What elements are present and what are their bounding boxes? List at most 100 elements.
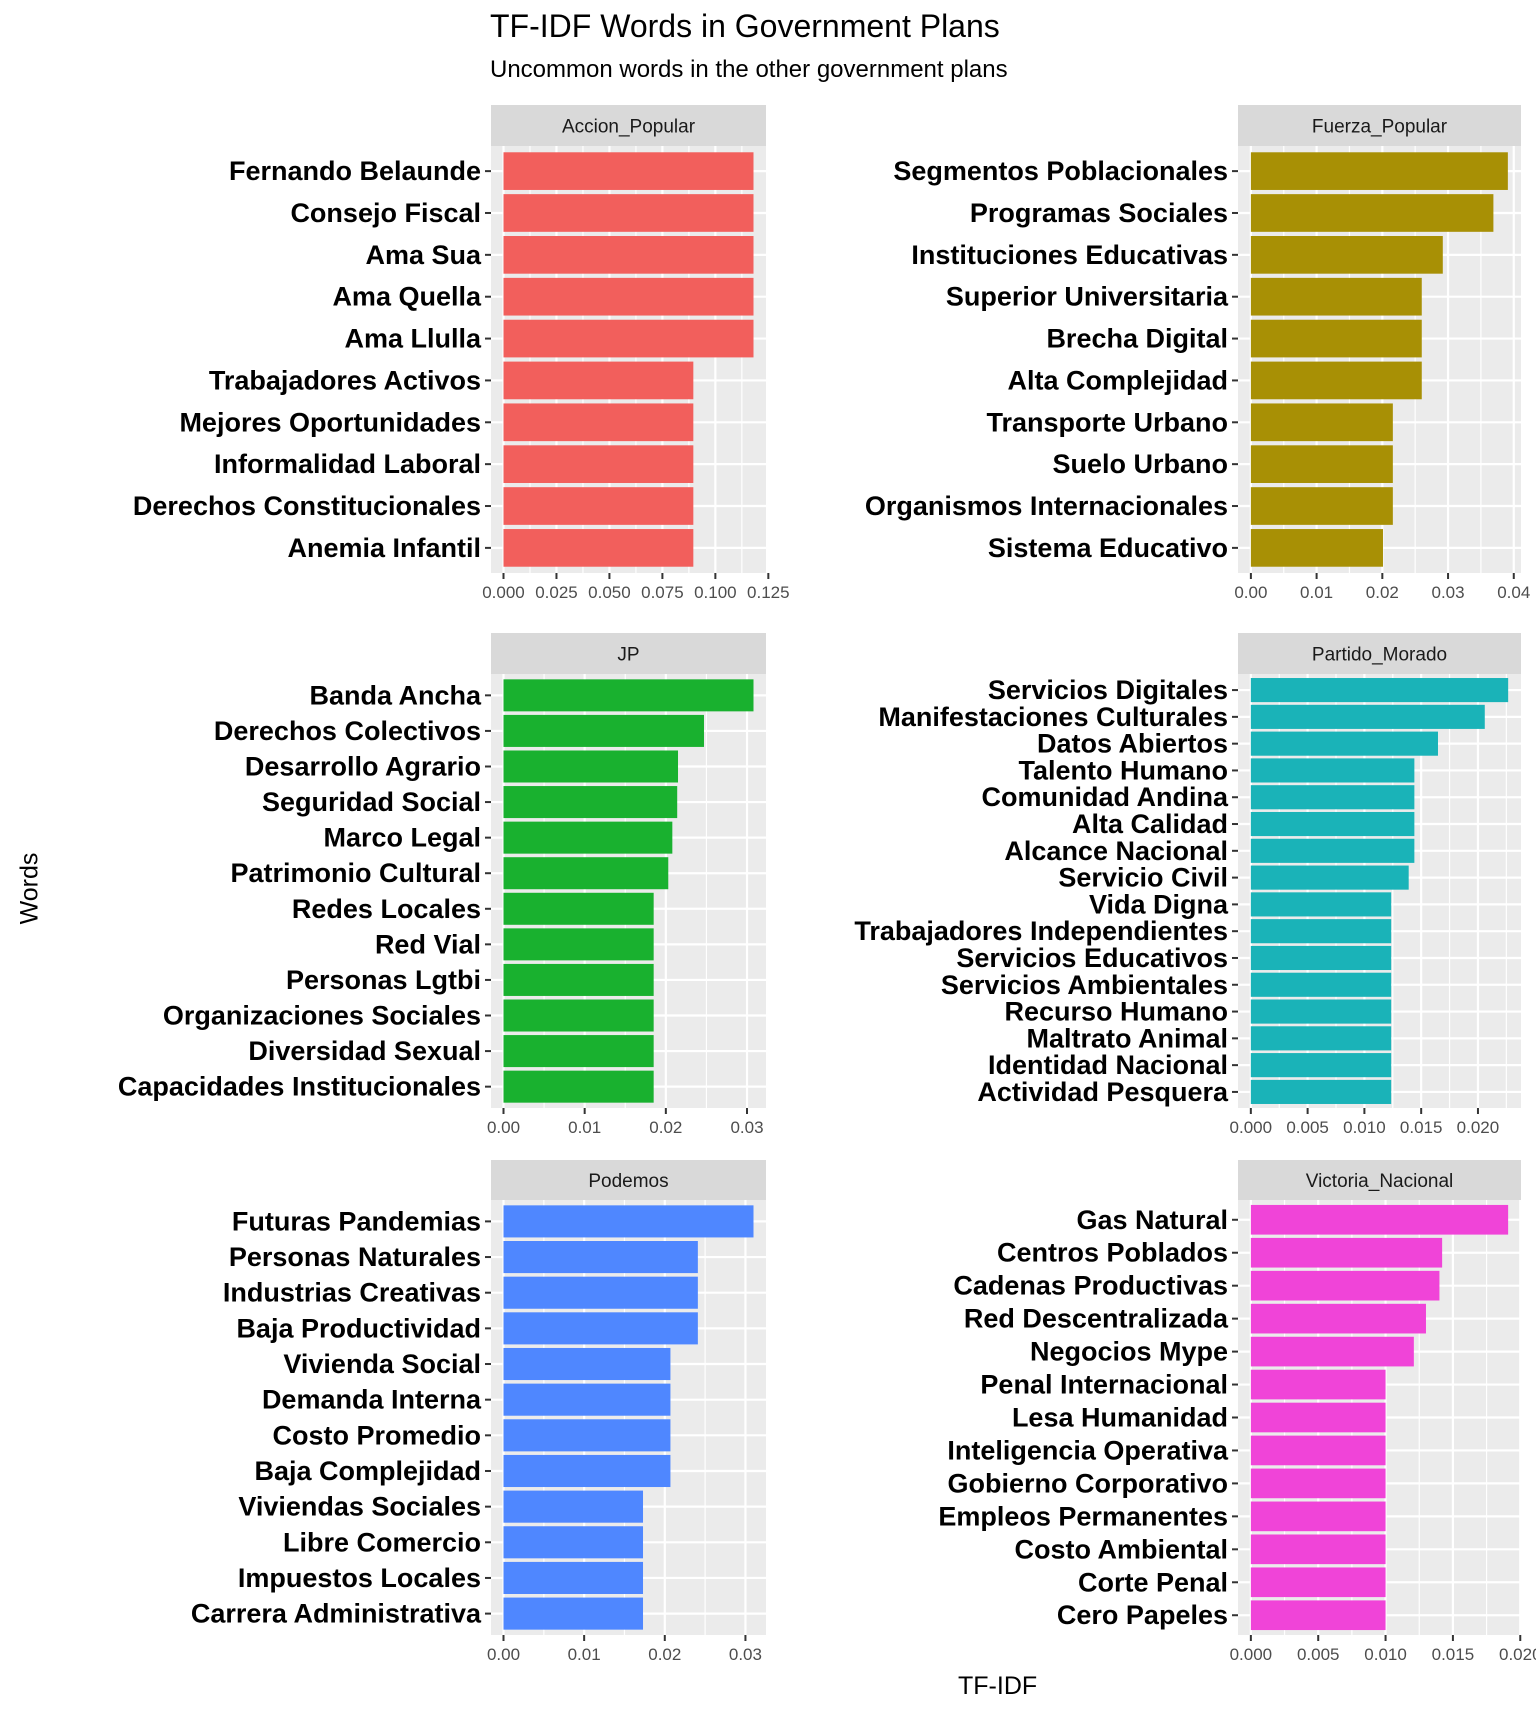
y-tick-label: Derechos Constitucionales <box>133 491 481 521</box>
y-tick-label: Banda Ancha <box>309 680 482 710</box>
y-tick-label: Cadenas Productivas <box>953 1271 1228 1301</box>
bar <box>1250 1402 1386 1433</box>
y-tick-label: Ama Sua <box>365 240 482 270</box>
chart-subtitle: Uncommon words in the other government p… <box>490 56 1008 83</box>
bar <box>503 821 673 854</box>
facet-panel-podemos: Podemos 0.00 0.01 0.02 0.03 Futuras Pandemias… <box>191 1160 766 1664</box>
bar <box>1250 704 1485 729</box>
bar <box>503 750 679 783</box>
bar <box>503 1205 754 1238</box>
bar <box>503 277 754 316</box>
bar <box>1250 1534 1386 1565</box>
bar <box>1250 1468 1386 1499</box>
bar <box>1250 319 1422 358</box>
x-axis-title: TF-IDF <box>958 1672 1038 1700</box>
bar <box>503 1276 698 1309</box>
bar <box>1250 236 1443 274</box>
y-tick-label: Libre Comercio <box>283 1527 481 1557</box>
facet-strip-label: Podemos <box>588 1171 668 1192</box>
facet-strip <box>1238 1160 1521 1200</box>
y-tick-label: Fernando Belaunde <box>229 156 481 186</box>
y-tick-label: Ama Llulla <box>344 324 482 354</box>
y-tick-label: Lesa Humanidad <box>1012 1403 1228 1433</box>
bar <box>503 1419 671 1452</box>
y-tick-label: Futuras Pandemias <box>232 1206 481 1236</box>
bar <box>503 529 694 567</box>
bar <box>1250 972 1392 997</box>
x-tick-label: 0.000 <box>1230 1645 1273 1664</box>
bar <box>1250 785 1415 810</box>
y-tick-label: Cero Papeles <box>1057 1600 1228 1630</box>
chart-title: TF-IDF Words in Government Plans <box>490 8 1000 44</box>
x-tick-label: 0.000 <box>1230 1118 1273 1137</box>
y-tick-label: Suelo Urbano <box>1052 449 1228 479</box>
bar <box>1250 1079 1392 1104</box>
facet-panel-partido_morado: Partido_Morado 0.000 0.005 0.010 0.015 0.020 S… <box>854 633 1521 1137</box>
y-tick-label: Desarrollo Agrario <box>245 751 481 781</box>
bar <box>1250 277 1422 316</box>
y-tick-label: Carrera Administrativa <box>191 1599 482 1629</box>
bar <box>1250 838 1415 863</box>
bar <box>503 1035 654 1068</box>
y-tick-label: Seguridad Social <box>262 787 481 817</box>
x-tick-label: 0.025 <box>535 583 578 602</box>
bar <box>1250 945 1392 971</box>
y-tick-label: Servicios Ambientales <box>941 970 1228 1000</box>
y-tick-label: Consejo Fiscal <box>290 198 481 228</box>
y-tick-label: Gas Natural <box>1076 1205 1228 1235</box>
bar <box>1250 1204 1509 1235</box>
facet-panel-jp: JP 0.00 0.01 0.02 0.03 Banda Ancha Derechos Co… <box>118 633 766 1137</box>
bar <box>503 194 754 232</box>
y-tick-label: Comunidad Andina <box>982 782 1229 812</box>
bar <box>1250 529 1383 567</box>
bar <box>503 1490 644 1523</box>
facet-strip <box>1238 105 1521 146</box>
x-tick-label: 0.03 <box>730 1118 763 1137</box>
x-tick-label: 0.01 <box>568 1645 601 1664</box>
bar <box>503 1454 671 1488</box>
y-tick-label: Vida Digna <box>1089 889 1229 919</box>
bar <box>1250 919 1392 944</box>
y-tick-label: Red Descentralizada <box>964 1304 1229 1334</box>
bar <box>503 714 704 747</box>
x-tick-label: 0.100 <box>694 583 737 602</box>
facet-strip <box>491 633 766 674</box>
x-tick-label: 0.03 <box>729 1645 762 1664</box>
bar <box>503 1526 644 1559</box>
bar <box>1250 1026 1392 1051</box>
y-tick-label: Servicio Civil <box>1058 863 1228 893</box>
bar <box>503 152 754 190</box>
x-tick-label: 0.010 <box>1343 1118 1386 1137</box>
y-tick-label: Corte Penal <box>1078 1567 1228 1597</box>
bar <box>503 1561 644 1594</box>
x-tick-label: 0.005 <box>1297 1645 1340 1664</box>
x-tick-label: 0.000 <box>482 583 525 602</box>
facet-strip-label: Fuerza_Popular <box>1312 117 1448 138</box>
bar <box>1250 487 1393 525</box>
y-tick-label: Derechos Colectivos <box>214 716 481 746</box>
y-tick-label: Baja Complejidad <box>254 1456 481 1486</box>
y-tick-label: Actividad Pesquera <box>977 1077 1229 1107</box>
y-tick-label: Costo Ambiental <box>1014 1534 1228 1564</box>
facet-strip-label: Accion_Popular <box>562 117 696 138</box>
bar <box>503 1597 644 1630</box>
facet-strip <box>491 1160 766 1200</box>
y-tick-label: Anemia Infantil <box>287 533 481 563</box>
x-tick-label: 0.00 <box>487 1645 520 1664</box>
y-tick-label: Datos Abiertos <box>1037 729 1228 759</box>
y-tick-label: Ama Quella <box>332 282 482 312</box>
y-tick-label: Centros Poblados <box>997 1238 1228 1268</box>
y-tick-label: Inteligencia Operativa <box>947 1435 1229 1465</box>
bar <box>1250 678 1509 703</box>
x-tick-label: 0.075 <box>641 583 684 602</box>
facet-panel-fuerza_popular: Fuerza_Popular 0.00 0.01 0.02 0.03 0.04 Segmen… <box>865 105 1530 602</box>
x-tick-label: 0.015 <box>1432 1645 1475 1664</box>
bar <box>503 857 669 890</box>
y-tick-label: Baja Productividad <box>236 1313 481 1343</box>
y-tick-label: Segmentos Poblacionales <box>893 156 1228 186</box>
x-tick-label: 0.03 <box>1432 583 1465 602</box>
y-tick-label: Alcance Nacional <box>1004 836 1228 866</box>
y-tick-label: Red Vial <box>375 929 481 959</box>
y-tick-label: Impuestos Locales <box>238 1563 481 1593</box>
